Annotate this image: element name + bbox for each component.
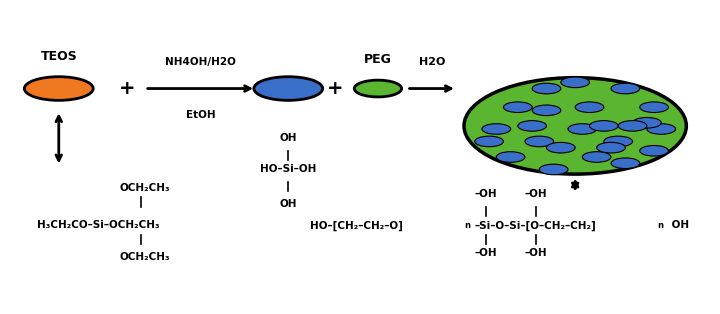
Text: n: n [464,221,470,230]
Text: OCH₂CH₃: OCH₂CH₃ [120,183,170,193]
Text: n: n [657,221,664,230]
Text: OH: OH [668,220,690,230]
Text: H₃CH₂CO–Si–OCH₂CH₃: H₃CH₂CO–Si–OCH₂CH₃ [37,220,160,230]
Ellipse shape [561,77,590,88]
Text: –OH: –OH [474,248,497,258]
Text: H2O: H2O [418,57,445,67]
Ellipse shape [546,142,575,153]
Ellipse shape [482,124,510,134]
Text: HO–[CH₂–CH₂–O]: HO–[CH₂–CH₂–O] [310,220,402,230]
Ellipse shape [597,142,626,153]
Text: –OH: –OH [524,248,547,258]
Ellipse shape [539,164,568,175]
Ellipse shape [568,124,597,134]
Text: NH4OH/H2O: NH4OH/H2O [165,57,236,67]
Ellipse shape [633,117,661,128]
Text: OH: OH [279,199,297,209]
Ellipse shape [590,121,618,131]
Ellipse shape [639,102,668,112]
Ellipse shape [611,83,639,94]
Ellipse shape [639,145,668,156]
Text: HO–Si–OH: HO–Si–OH [260,165,317,175]
Text: +: + [119,79,135,98]
Text: EtOH: EtOH [186,110,215,120]
Ellipse shape [647,124,675,134]
Ellipse shape [604,136,633,147]
Ellipse shape [582,152,611,162]
Ellipse shape [518,121,546,131]
Ellipse shape [532,83,561,94]
Ellipse shape [611,158,639,169]
Ellipse shape [618,121,647,131]
Text: PEG: PEG [364,53,392,66]
Ellipse shape [254,77,323,100]
Ellipse shape [532,105,561,116]
Text: +: + [327,79,343,98]
Text: –OH: –OH [474,189,497,199]
Text: OH: OH [279,133,297,143]
Ellipse shape [525,136,554,147]
Ellipse shape [575,102,604,112]
Ellipse shape [354,80,402,97]
Ellipse shape [24,77,93,100]
Text: TEOS: TEOS [40,50,77,63]
Ellipse shape [474,136,503,147]
Ellipse shape [464,78,686,174]
Text: –OH: –OH [524,189,547,199]
Text: OCH₂CH₃: OCH₂CH₃ [120,252,170,262]
Text: –Si–O–Si–[O–CH₂–CH₂]: –Si–O–Si–[O–CH₂–CH₂] [474,220,596,230]
Ellipse shape [503,102,532,112]
Ellipse shape [496,152,525,162]
